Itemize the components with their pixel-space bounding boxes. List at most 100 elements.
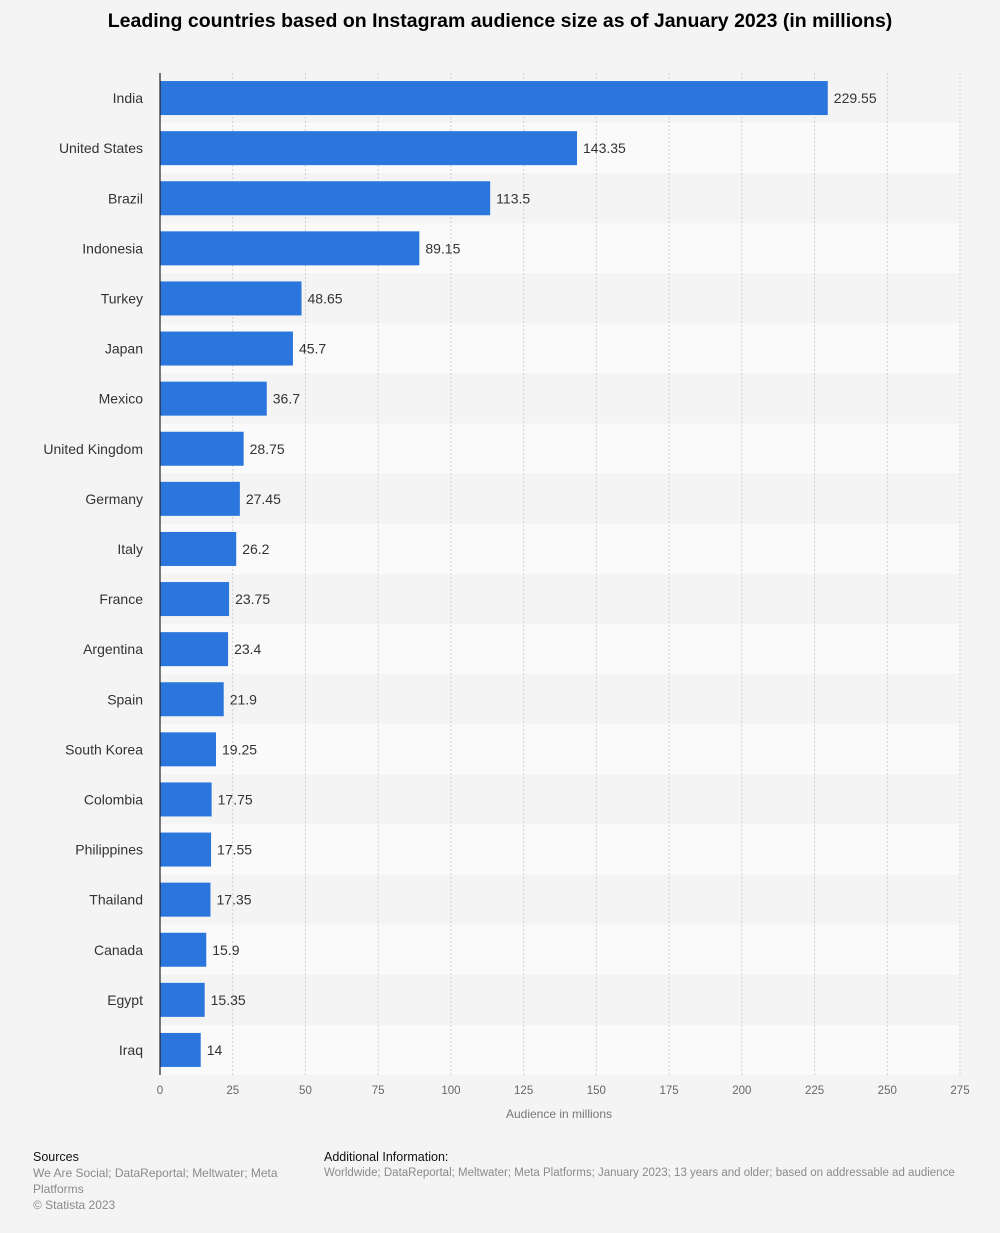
category-label: Japan xyxy=(105,341,143,357)
bar xyxy=(160,381,267,416)
value-label: 19.25 xyxy=(222,741,257,757)
x-tick-label: 125 xyxy=(514,1085,533,1097)
bar xyxy=(160,431,244,466)
value-labels: 229.55 143.35 113.5 89.15 48.65 45.7 36.7 28.75… xyxy=(207,90,877,1058)
row-band xyxy=(160,574,960,625)
value-label: 26.2 xyxy=(242,541,269,557)
row-band xyxy=(160,1024,960,1075)
bar xyxy=(160,582,230,617)
bars xyxy=(160,81,828,1067)
value-label: 14 xyxy=(207,1042,223,1058)
category-label: Canada xyxy=(94,942,143,958)
row-band xyxy=(160,423,960,474)
category-label: India xyxy=(113,90,144,106)
category-label: United States xyxy=(59,140,143,156)
category-label: Turkey xyxy=(101,290,143,306)
value-label: 15.9 xyxy=(212,942,239,958)
x-tick-label: 150 xyxy=(587,1085,606,1097)
value-label: 45.7 xyxy=(299,341,326,357)
x-tick-label: 275 xyxy=(950,1085,969,1097)
category-label: Italy xyxy=(117,541,143,557)
value-label: 36.7 xyxy=(273,391,300,407)
category-labels: India United States Brazil Indonesia Turkey J… xyxy=(43,90,143,1058)
category-label: Brazil xyxy=(108,190,143,206)
bar xyxy=(160,331,293,366)
value-label: 23.75 xyxy=(235,591,270,607)
category-label: United Kingdom xyxy=(43,441,143,457)
category-label: Egypt xyxy=(107,992,143,1008)
row-band xyxy=(160,674,960,725)
bar xyxy=(160,882,211,917)
bar xyxy=(160,682,224,717)
value-label: 229.55 xyxy=(834,90,877,106)
category-label: Spain xyxy=(107,691,143,707)
gridlines xyxy=(232,73,961,1075)
bar xyxy=(160,481,240,516)
row-band xyxy=(160,724,960,775)
row-bands xyxy=(160,73,960,1075)
value-label: 15.35 xyxy=(211,992,246,1008)
x-tick-label: 0 xyxy=(157,1085,163,1097)
row-band xyxy=(160,974,960,1025)
bar xyxy=(160,131,578,166)
value-label: 21.9 xyxy=(230,691,257,707)
bar xyxy=(160,181,491,216)
value-label: 89.15 xyxy=(425,240,460,256)
x-tick-label: 175 xyxy=(659,1085,678,1097)
value-label: 17.35 xyxy=(216,892,251,908)
value-label: 23.4 xyxy=(234,641,261,657)
row-band xyxy=(160,473,960,524)
x-axis-title: Audience in millions xyxy=(506,1107,612,1121)
row-band xyxy=(160,523,960,574)
additional-text: Worldwide; DataReportal; Meltwater; Meta… xyxy=(324,1167,955,1179)
x-tick-label: 225 xyxy=(805,1085,824,1097)
value-label: 143.35 xyxy=(583,140,626,156)
category-label: Mexico xyxy=(99,391,144,407)
x-tick-label: 25 xyxy=(226,1085,239,1097)
row-band xyxy=(160,323,960,374)
row-band xyxy=(160,874,960,925)
row-band xyxy=(160,624,960,675)
sources-heading: Sources xyxy=(33,1150,79,1164)
value-label: 28.75 xyxy=(250,441,285,457)
additional-info-block: Additional Information: Worldwide; DataR… xyxy=(324,1149,1000,1181)
sources-block: Sources We Are Social; DataReportal; Mel… xyxy=(33,1149,303,1213)
bar xyxy=(160,1032,201,1067)
row-band xyxy=(160,824,960,875)
category-label: Indonesia xyxy=(82,240,143,256)
bar xyxy=(160,982,205,1017)
category-label: Thailand xyxy=(89,892,143,908)
bar xyxy=(160,281,302,316)
copyright: © Statista 2023 xyxy=(33,1198,116,1212)
bar xyxy=(160,632,229,667)
x-tick-label: 100 xyxy=(441,1085,460,1097)
row-band xyxy=(160,924,960,975)
x-tick-label: 200 xyxy=(732,1085,751,1097)
bar xyxy=(160,81,828,116)
category-label: Colombia xyxy=(84,791,143,807)
x-tick-label: 50 xyxy=(299,1085,312,1097)
row-band xyxy=(160,373,960,424)
value-label: 48.65 xyxy=(308,290,343,306)
value-label: 17.55 xyxy=(217,842,252,858)
x-tick-labels: 0 25 50 75 100 125 150 175 200 225 250 275 xyxy=(157,1085,970,1097)
x-tick-label: 250 xyxy=(878,1085,897,1097)
additional-heading: Additional Information: xyxy=(324,1150,449,1164)
x-tick-label: 75 xyxy=(372,1085,385,1097)
row-band xyxy=(160,774,960,825)
bar xyxy=(160,531,237,566)
chart-title: Leading countries based on Instagram aud… xyxy=(107,10,893,32)
bar xyxy=(160,832,212,867)
bar xyxy=(160,231,420,266)
value-label: 113.5 xyxy=(496,190,530,206)
bar xyxy=(160,932,207,967)
category-label: France xyxy=(99,591,143,607)
value-label: 17.75 xyxy=(218,791,253,807)
bar xyxy=(160,732,216,767)
bar xyxy=(160,782,212,817)
category-label: Iraq xyxy=(119,1042,143,1058)
category-label: Philippines xyxy=(75,842,143,858)
category-label: South Korea xyxy=(65,741,143,757)
category-label: Argentina xyxy=(83,641,143,657)
sources-text: We Are Social; DataReportal; Meltwater; … xyxy=(33,1166,278,1196)
